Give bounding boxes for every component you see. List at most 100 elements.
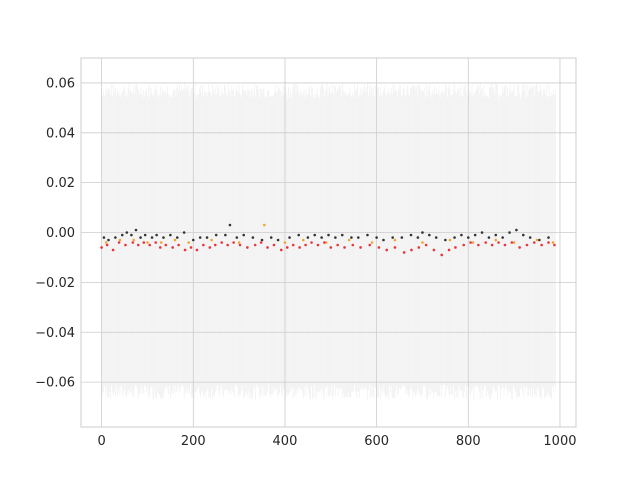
data-point-series-2 [213,243,217,247]
data-point-series-2 [503,243,507,247]
data-point-series-1 [159,241,163,244]
data-point-series-2 [148,243,152,247]
data-point-series-0 [139,236,142,239]
data-point-series-0 [205,236,209,239]
data-point-series-2 [285,246,289,249]
data-point-series-2 [232,241,235,244]
data-point-series-2 [525,243,529,247]
data-point-series-0 [494,233,498,237]
data-point-series-0 [350,236,353,239]
data-point-series-2 [298,246,301,249]
data-point-series-0 [375,236,378,239]
data-point-series-2 [202,243,205,247]
data-point-series-2 [124,243,127,247]
data-point-series-2 [310,241,313,244]
data-point-series-2 [490,243,494,247]
data-point-series-1 [104,241,108,244]
data-point-series-0 [528,236,532,239]
data-point-series-1 [146,241,149,244]
data-point-series-2 [447,248,451,252]
data-point-series-0 [508,231,511,234]
data-point-series-2 [171,246,174,249]
data-point-series-0 [428,233,431,237]
data-point-series-1 [551,241,555,244]
data-point-series-2 [532,241,536,244]
x-tick-labels: 0 200 400 600 800 1000 [97,434,576,449]
data-point-series-2 [246,246,249,249]
data-point-series-0 [501,236,504,239]
data-point-series-0 [400,236,404,239]
data-point-series-0 [260,238,264,242]
data-point-series-0 [114,236,117,239]
data-point-series-0 [453,236,456,239]
data-point-series-2 [553,243,556,247]
data-point-series-0 [340,233,344,237]
data-point-series-0 [102,236,106,239]
data-point-series-0 [515,228,518,232]
data-point-series-0 [297,233,301,237]
data-point-series-0 [460,233,463,237]
data-points [100,223,556,257]
data-point-series-2 [291,243,295,247]
data-point-series-0 [416,236,420,239]
data-point-series-0 [313,233,317,237]
data-point-series-0 [473,233,477,237]
data-point-series-2 [154,241,158,244]
data-point-series-0 [251,236,255,239]
data-point-series-1 [494,238,498,242]
data-point-series-2 [417,246,421,249]
data-point-series-0 [269,236,273,239]
data-point-series-0 [162,236,165,239]
data-point-series-0 [306,236,310,239]
data-point-series-2 [329,246,333,249]
data-point-series-2 [304,243,307,247]
data-point-series-2 [220,241,224,244]
data-point-series-2 [351,243,355,247]
data-point-series-0 [198,236,202,239]
data-point-series-2 [266,246,269,249]
data-point-series-0 [169,233,172,237]
data-point-series-2 [343,246,346,249]
data-point-series-0 [182,231,186,234]
data-point-series-0 [434,236,438,239]
data-point-series-2 [518,246,521,249]
data-point-series-2 [410,248,413,252]
data-point-series-1 [283,241,287,244]
data-point-series-0 [547,236,550,239]
data-point-series-2 [111,248,115,252]
data-point-series-2 [393,246,397,249]
data-point-series-2 [323,241,326,244]
data-point-series-1 [535,238,539,242]
data-point-series-1 [173,238,177,242]
data-point-series-0 [466,236,470,239]
data-point-series-1 [421,241,424,244]
y-tick-label: 0.06 [46,76,75,91]
x-tick-label: 0 [97,434,105,449]
data-point-series-2 [164,243,168,247]
data-point-series-2 [177,243,180,247]
y-tick-label: 0.04 [46,126,75,141]
data-point-series-0 [191,238,195,242]
data-point-series-2 [226,243,229,247]
data-point-series-2 [432,248,436,252]
data-point-series-0 [224,233,227,237]
data-point-series-0 [242,233,246,237]
y-tick-label: −0.02 [35,276,75,291]
data-point-series-0 [288,236,291,239]
data-point-series-2 [117,241,121,244]
data-point-series-2 [259,241,263,244]
data-point-series-2 [316,243,320,247]
data-point-series-2 [336,243,339,247]
data-point-series-1 [118,238,122,242]
data-point-series-0 [130,233,133,237]
data-point-series-2 [238,243,242,247]
data-point-series-1 [132,238,136,242]
y-tick-label: −0.04 [35,326,75,341]
y-tick-labels: −0.06 −0.04 −0.02 0.00 0.02 0.04 0.06 [35,76,75,390]
data-point-series-2 [105,243,109,247]
data-point-series-0 [228,223,232,227]
grid [81,58,576,427]
y-tick-label: −0.06 [35,376,75,391]
data-point-series-2 [131,241,135,244]
data-point-series-0 [480,231,484,234]
